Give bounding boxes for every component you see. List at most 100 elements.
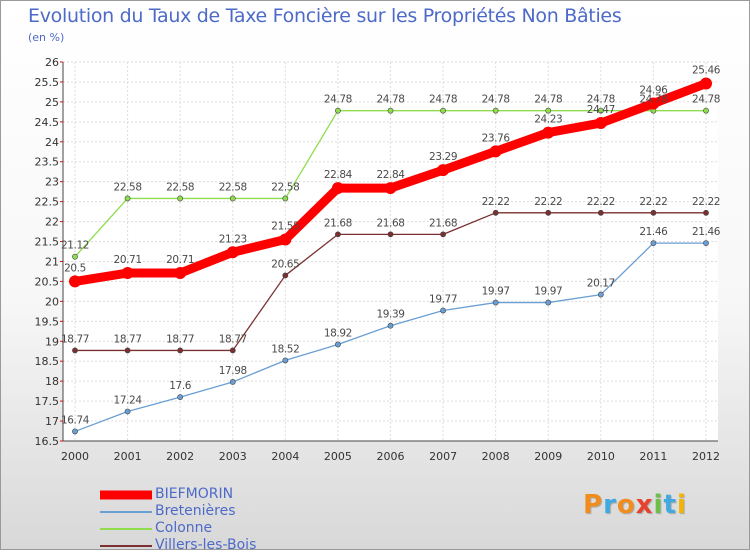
data-point xyxy=(440,231,446,238)
legend-label: Villers-les-Bois xyxy=(155,537,257,553)
data-label: 18.92 xyxy=(324,327,352,339)
y-tick-label: 18 xyxy=(45,375,59,388)
data-label: 21.46 xyxy=(639,226,668,238)
y-tick-label: 22.5 xyxy=(35,196,60,209)
x-tick-label: 2012 xyxy=(692,450,720,463)
data-point xyxy=(542,126,555,139)
y-axis-unit-label: (en %) xyxy=(28,31,65,44)
y-tick-label: 17 xyxy=(45,415,59,428)
data-label: 22.84 xyxy=(376,169,405,181)
data-point xyxy=(597,291,604,298)
y-tick-label: 25 xyxy=(45,96,59,109)
data-point xyxy=(282,357,289,364)
data-point xyxy=(703,107,709,114)
data-point xyxy=(177,347,184,354)
data-label: 18.77 xyxy=(114,333,142,345)
legend-label: Colonne xyxy=(155,520,213,536)
data-label: 20.5 xyxy=(64,262,86,274)
data-label: 19.97 xyxy=(534,286,562,298)
data-label: 21.12 xyxy=(61,240,89,252)
data-point xyxy=(594,117,607,130)
data-point xyxy=(282,195,289,202)
data-point xyxy=(650,240,657,247)
data-label: 24.78 xyxy=(376,94,404,106)
data-label: 24.78 xyxy=(534,94,562,106)
x-tick-label: 2007 xyxy=(429,450,457,463)
data-label: 20.17 xyxy=(587,278,615,290)
x-tick-label: 2000 xyxy=(61,450,89,463)
data-label: 21.23 xyxy=(219,233,247,245)
logo-letter: r xyxy=(603,490,617,520)
data-point xyxy=(384,182,397,195)
y-tick-label: 19 xyxy=(45,335,59,348)
data-label: 24.78 xyxy=(429,94,457,106)
data-label: 18.77 xyxy=(166,333,194,345)
data-point xyxy=(229,347,236,354)
data-point xyxy=(489,145,502,158)
data-label: 17.6 xyxy=(169,380,191,392)
data-point xyxy=(124,195,131,202)
data-point xyxy=(545,209,552,216)
data-label: 18.77 xyxy=(61,333,89,345)
data-label: 25.46 xyxy=(692,65,721,77)
legend-label: BIEFMORIN xyxy=(155,486,234,502)
data-point xyxy=(124,408,131,415)
y-tick-label: 20 xyxy=(45,295,59,308)
data-label: 22.22 xyxy=(692,196,720,208)
data-point xyxy=(492,299,499,306)
data-point xyxy=(121,267,134,280)
data-point xyxy=(335,107,341,114)
x-tick-label: 2009 xyxy=(534,450,562,463)
legend-swatch xyxy=(100,490,152,499)
data-label: 17.98 xyxy=(219,365,247,377)
data-label: 22.58 xyxy=(219,181,247,193)
x-tick-label: 2003 xyxy=(219,450,247,463)
data-point xyxy=(69,275,81,288)
data-label: 22.58 xyxy=(271,181,299,193)
logo-letter: t xyxy=(663,490,677,520)
x-tick-label: 2004 xyxy=(271,450,299,463)
data-point xyxy=(545,107,552,114)
data-point xyxy=(177,195,184,202)
data-label: 19.77 xyxy=(429,294,457,306)
data-label: 17.24 xyxy=(114,394,143,406)
logo-letter: i xyxy=(653,490,664,520)
data-point xyxy=(177,394,184,401)
y-tick-label: 19.5 xyxy=(35,315,60,328)
y-tick-label: 16.5 xyxy=(35,435,60,448)
chart-title: Evolution du Taux de Taxe Foncière sur l… xyxy=(28,5,622,27)
data-label: 24.78 xyxy=(324,94,352,106)
logo-letter: P xyxy=(583,490,604,520)
data-label: 21.68 xyxy=(429,217,457,229)
y-tick-label: 18.5 xyxy=(35,355,60,368)
y-tick-label: 25.5 xyxy=(35,76,60,89)
data-label: 24.78 xyxy=(639,94,667,106)
data-point xyxy=(597,209,604,216)
x-tick-label: 2010 xyxy=(587,450,615,463)
data-point xyxy=(387,322,394,329)
data-label: 16.74 xyxy=(61,414,90,426)
y-tick-label: 22 xyxy=(45,216,59,229)
legend-swatch xyxy=(100,510,152,513)
data-label: 22.84 xyxy=(324,169,353,181)
data-point xyxy=(387,231,394,238)
data-label: 22.58 xyxy=(166,181,194,193)
data-label: 22.22 xyxy=(534,196,562,208)
data-label: 19.97 xyxy=(482,286,510,298)
data-label: 24.78 xyxy=(692,94,720,106)
legend-swatch xyxy=(100,544,152,547)
data-point xyxy=(700,77,712,90)
proxiti-logo[interactable]: Proxiti xyxy=(583,490,687,520)
data-label: 24.96 xyxy=(639,84,668,96)
data-point xyxy=(226,246,239,259)
data-point xyxy=(124,347,131,354)
x-tick-label: 2001 xyxy=(114,450,142,463)
data-label: 20.65 xyxy=(271,258,299,270)
legend-swatch xyxy=(100,527,152,530)
data-point xyxy=(437,164,450,177)
y-tick-label: 23 xyxy=(45,176,59,189)
x-tick-label: 2005 xyxy=(324,450,352,463)
data-label: 24.78 xyxy=(587,94,615,106)
data-point xyxy=(335,231,341,238)
data-label: 23.76 xyxy=(482,132,511,144)
